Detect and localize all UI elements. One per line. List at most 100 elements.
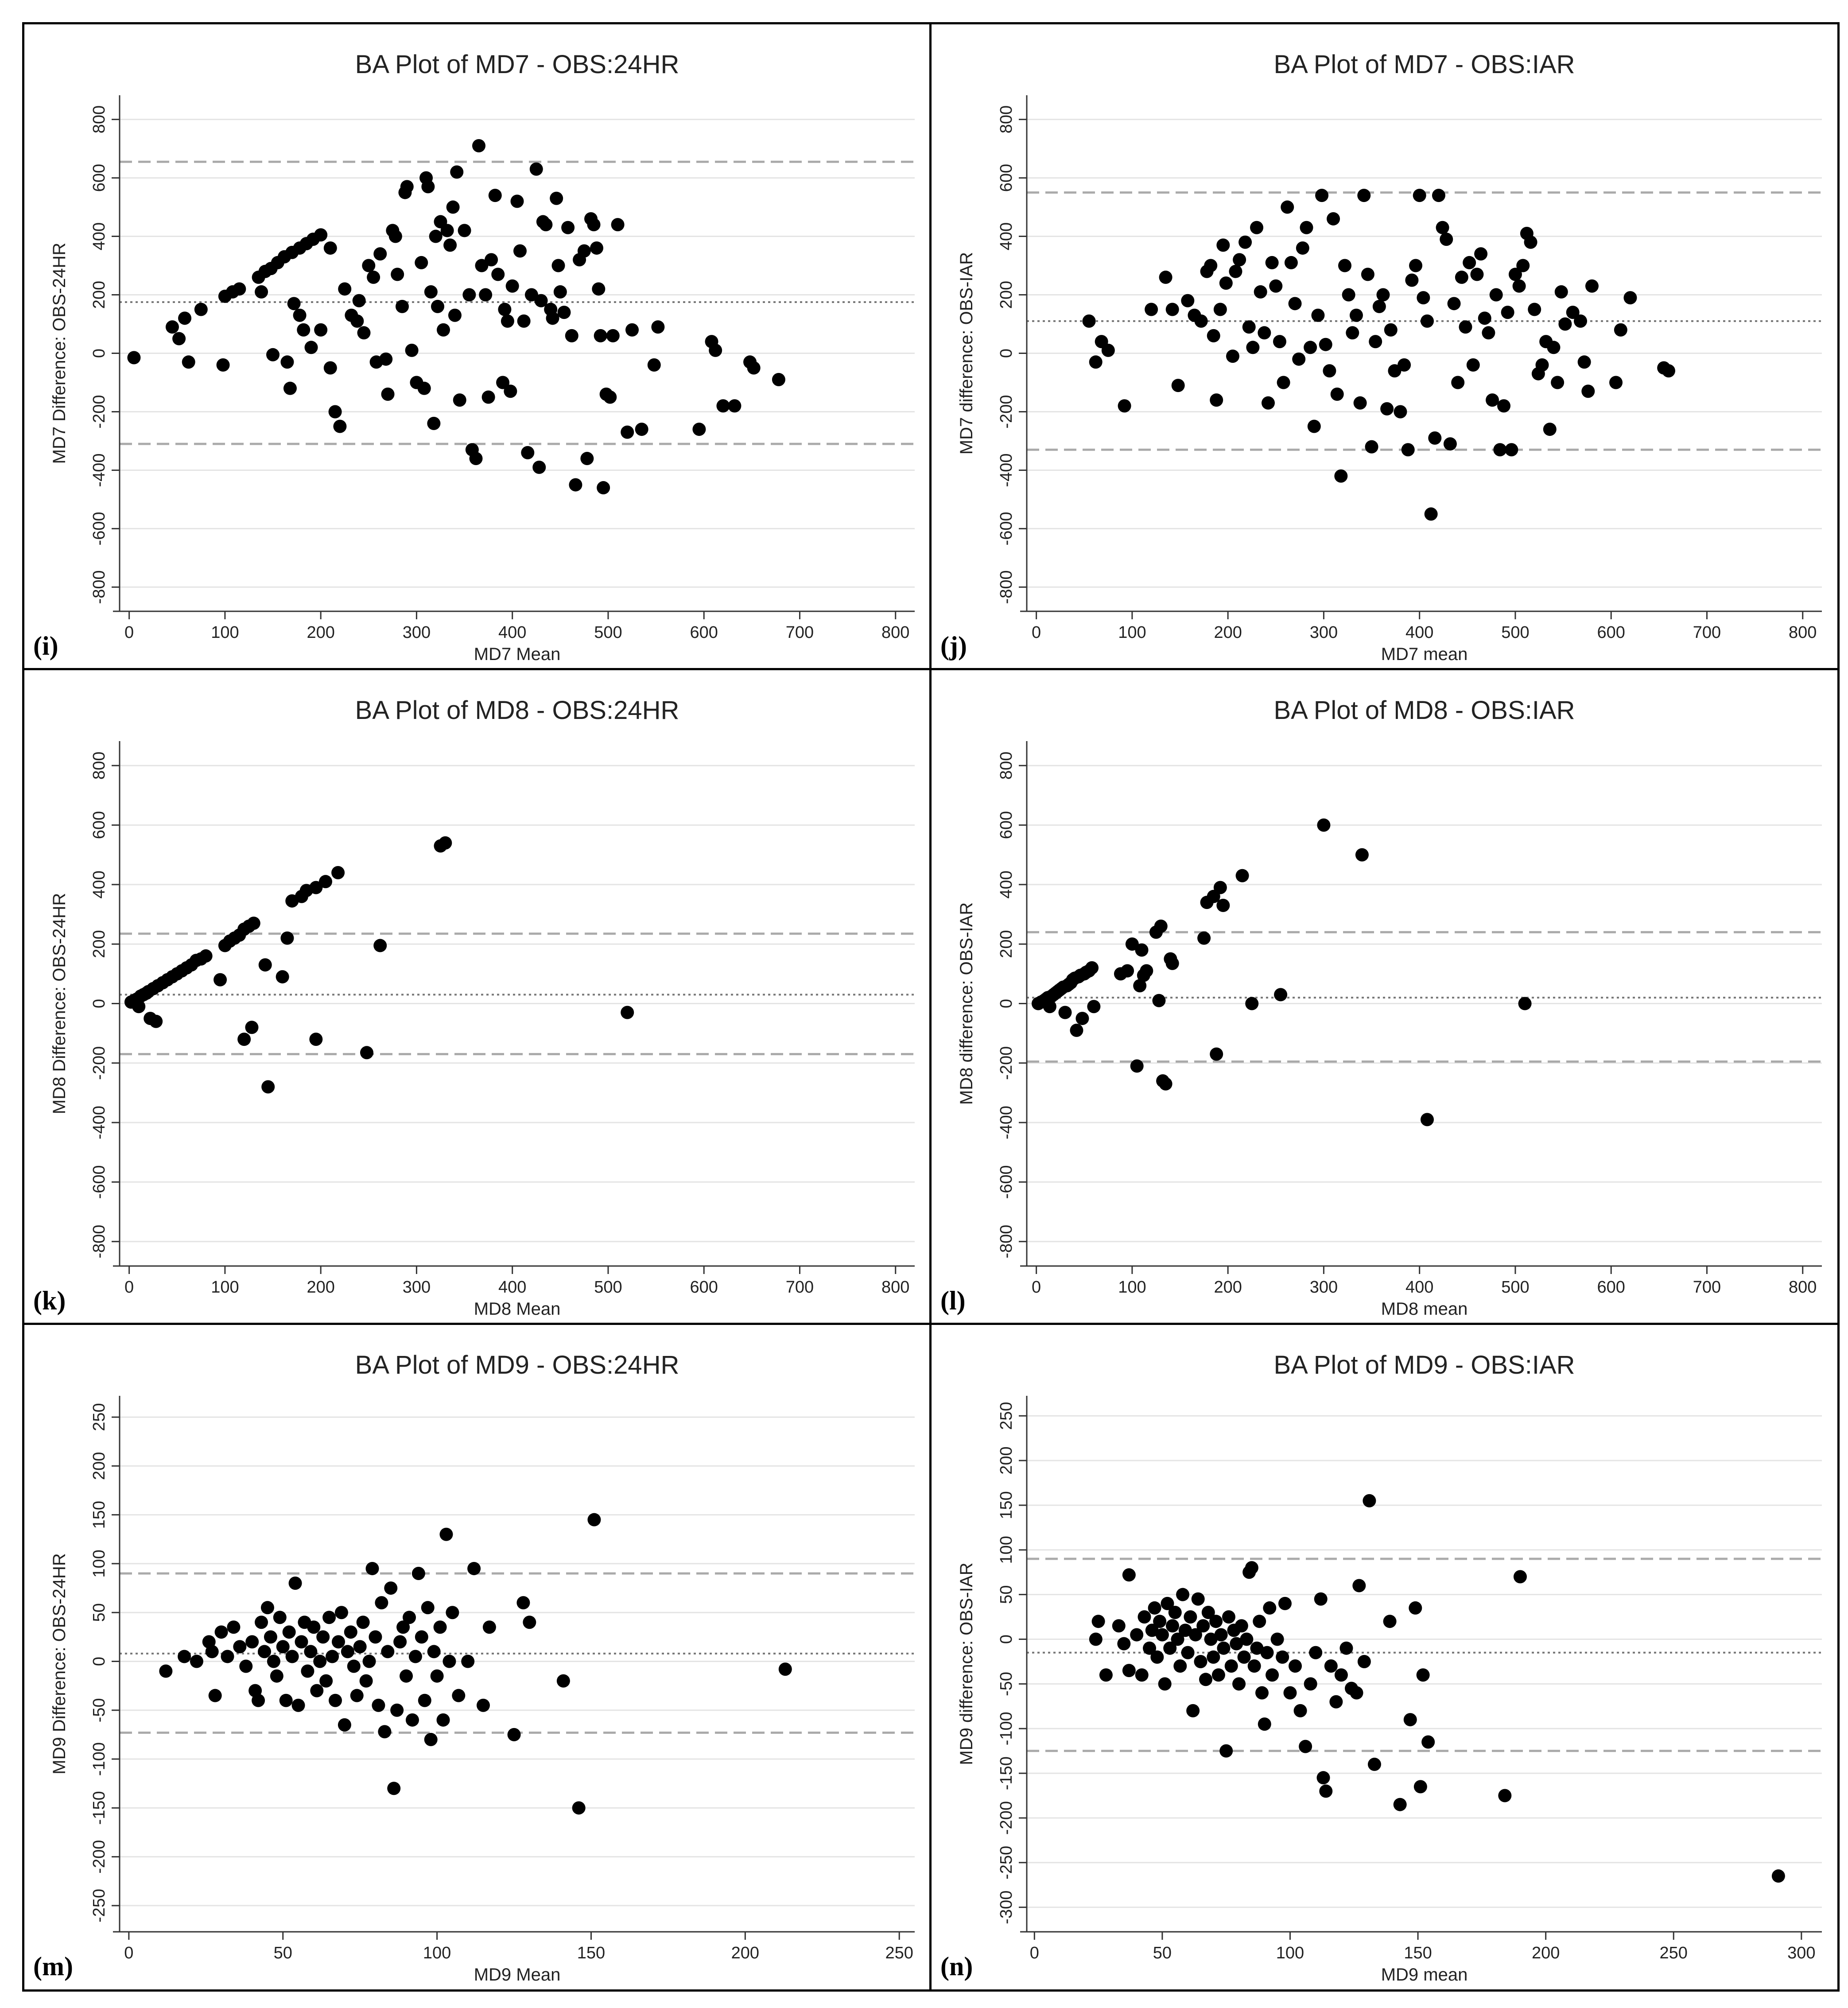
chart-0-point-78 (491, 268, 505, 281)
chart-5-point-36 (1209, 1615, 1223, 1628)
chart-1-point-4 (1118, 399, 1131, 413)
chart-4-point-7 (221, 1650, 234, 1663)
chart-3-point-53 (1355, 848, 1369, 862)
chart-3-xtick-label-0: 0 (1032, 1278, 1041, 1297)
chart-5-point-73 (1334, 1668, 1348, 1682)
chart-0-point-57 (427, 416, 441, 430)
chart-3-point-49 (1235, 869, 1249, 882)
chart-4-point-24 (285, 1650, 299, 1663)
chart-0-ytick-label-1: -600 (90, 512, 109, 545)
chart-0-point-83 (505, 279, 519, 293)
chart-5-point-84 (1409, 1601, 1422, 1615)
chart-1-point-91 (1505, 443, 1518, 457)
chart-4-xtick-label-4: 200 (731, 1944, 759, 1962)
chart-1-ytick-label-7: 600 (997, 164, 1016, 192)
chart-4-point-56 (384, 1581, 398, 1595)
chart-4-point-88 (778, 1662, 792, 1676)
chart-0-point-107 (587, 218, 601, 232)
chart-3-xtick-label-4: 400 (1405, 1278, 1433, 1297)
chart-1-point-97 (1528, 303, 1541, 316)
chart-0-ytick-label-7: 600 (90, 164, 109, 192)
chart-1-point-107 (1574, 314, 1588, 328)
chart-0-point-66 (450, 165, 464, 179)
chart-1-point-92 (1508, 268, 1522, 281)
chart-3-point-26 (1085, 961, 1099, 975)
chart-0-point-93 (539, 218, 553, 232)
chart-1-xlabel: MD7 mean (1381, 645, 1468, 664)
chart-4-point-84 (523, 1616, 536, 1629)
chart-5-point-54 (1255, 1686, 1269, 1700)
chart-1-point-22 (1238, 235, 1252, 249)
chart-5-point-35 (1207, 1650, 1220, 1664)
chart-3-xtick-label-2: 200 (1214, 1278, 1242, 1297)
chart-0-point-22 (280, 355, 294, 369)
chart-1-point-37 (1296, 241, 1309, 255)
chart-5-point-80 (1367, 1757, 1381, 1771)
plot-j: -800 -600 -400 -200 0 200 400 600 800 0 100 200 300 4… (940, 50, 1822, 664)
chart-1-point-42 (1315, 189, 1329, 202)
chart-5-point-30 (1194, 1655, 1207, 1668)
chart-0-panel-label: (i) (33, 631, 58, 660)
chart-4-ytick-label-4: -50 (90, 1698, 109, 1722)
chart-1-point-19 (1226, 350, 1239, 363)
chart-1-point-88 (1493, 443, 1507, 457)
chart-2-xtick-label-0: 0 (124, 1278, 134, 1297)
plot-l: -800 -600 -400 -200 0 200 400 600 800 0 100 200 300 4… (940, 696, 1822, 1319)
chart-1-point-6 (1159, 270, 1172, 284)
chart-1-xtick-label-1: 100 (1118, 623, 1146, 642)
chart-4-point-6 (214, 1625, 228, 1639)
chart-3-ytick-label-8: 800 (997, 752, 1016, 780)
chart-4-ytick-label-3: -100 (90, 1742, 109, 1776)
chart-3-xtick-label-8: 800 (1789, 1278, 1817, 1297)
chart-2-point-42 (331, 866, 345, 880)
chart-0-point-46 (391, 268, 404, 281)
chart-4-point-40 (334, 1606, 348, 1620)
chart-5-ytick-label-3: -150 (997, 1756, 1016, 1790)
chart-0-xtick-label-2: 200 (307, 623, 334, 642)
chart-5-point-0 (1089, 1632, 1103, 1646)
chart-0-point-47 (395, 299, 409, 313)
chart-1-point-113 (1623, 291, 1637, 305)
chart-1-point-60 (1384, 323, 1398, 337)
chart-0-xtick-label-5: 500 (594, 623, 622, 642)
chart-5-point-27 (1186, 1704, 1200, 1717)
chart-1-point-85 (1482, 326, 1495, 340)
chart-3-xtick-label-1: 100 (1118, 1278, 1146, 1297)
chart-5-point-72 (1329, 1695, 1343, 1709)
chart-3-point-42 (1165, 956, 1179, 970)
chart-0-point-6 (216, 358, 230, 372)
chart-4-point-73 (436, 1713, 450, 1727)
chart-0-point-125 (728, 399, 742, 413)
chart-0-point-90 (532, 460, 546, 474)
chart-1-point-13 (1204, 259, 1218, 272)
chart-3-point-48 (1216, 898, 1230, 912)
chart-3-ytick-label-1: -600 (997, 1165, 1016, 1199)
chart-1-xtick-label-8: 800 (1789, 623, 1817, 642)
chart-5-point-66 (1304, 1677, 1317, 1691)
chart-1-point-82 (1470, 268, 1484, 281)
chart-5-point-7 (1130, 1628, 1144, 1642)
chart-5-point-1 (1091, 1615, 1105, 1628)
chart-0-point-99 (557, 306, 571, 319)
chart-1-point-24 (1246, 341, 1260, 354)
chart-4-ytick-label-2: -150 (90, 1791, 109, 1825)
chart-5-point-65 (1299, 1740, 1312, 1753)
chart-5-ytick-label-9: 150 (997, 1491, 1016, 1519)
chart-3-point-50 (1245, 997, 1259, 1010)
chart-2-point-40 (309, 1033, 323, 1046)
chart-1-point-3 (1101, 343, 1115, 357)
chart-0-ytick-label-4: 0 (90, 349, 109, 358)
chart-5-point-3 (1112, 1619, 1126, 1633)
chart-5-panel-label: (n) (940, 1952, 973, 1981)
chart-5-point-13 (1150, 1650, 1164, 1664)
chart-0-point-128 (772, 373, 785, 386)
chart-2-point-44 (373, 939, 387, 952)
chart-1-point-29 (1265, 256, 1279, 269)
chart-5-point-29 (1191, 1592, 1205, 1606)
chart-2-xlabel: MD8 Mean (474, 1299, 561, 1319)
chart-4-point-78 (461, 1655, 475, 1668)
chart-1-point-89 (1497, 399, 1510, 413)
chart-1-ytick-label-8: 800 (997, 105, 1016, 133)
chart-1-point-67 (1413, 189, 1426, 202)
